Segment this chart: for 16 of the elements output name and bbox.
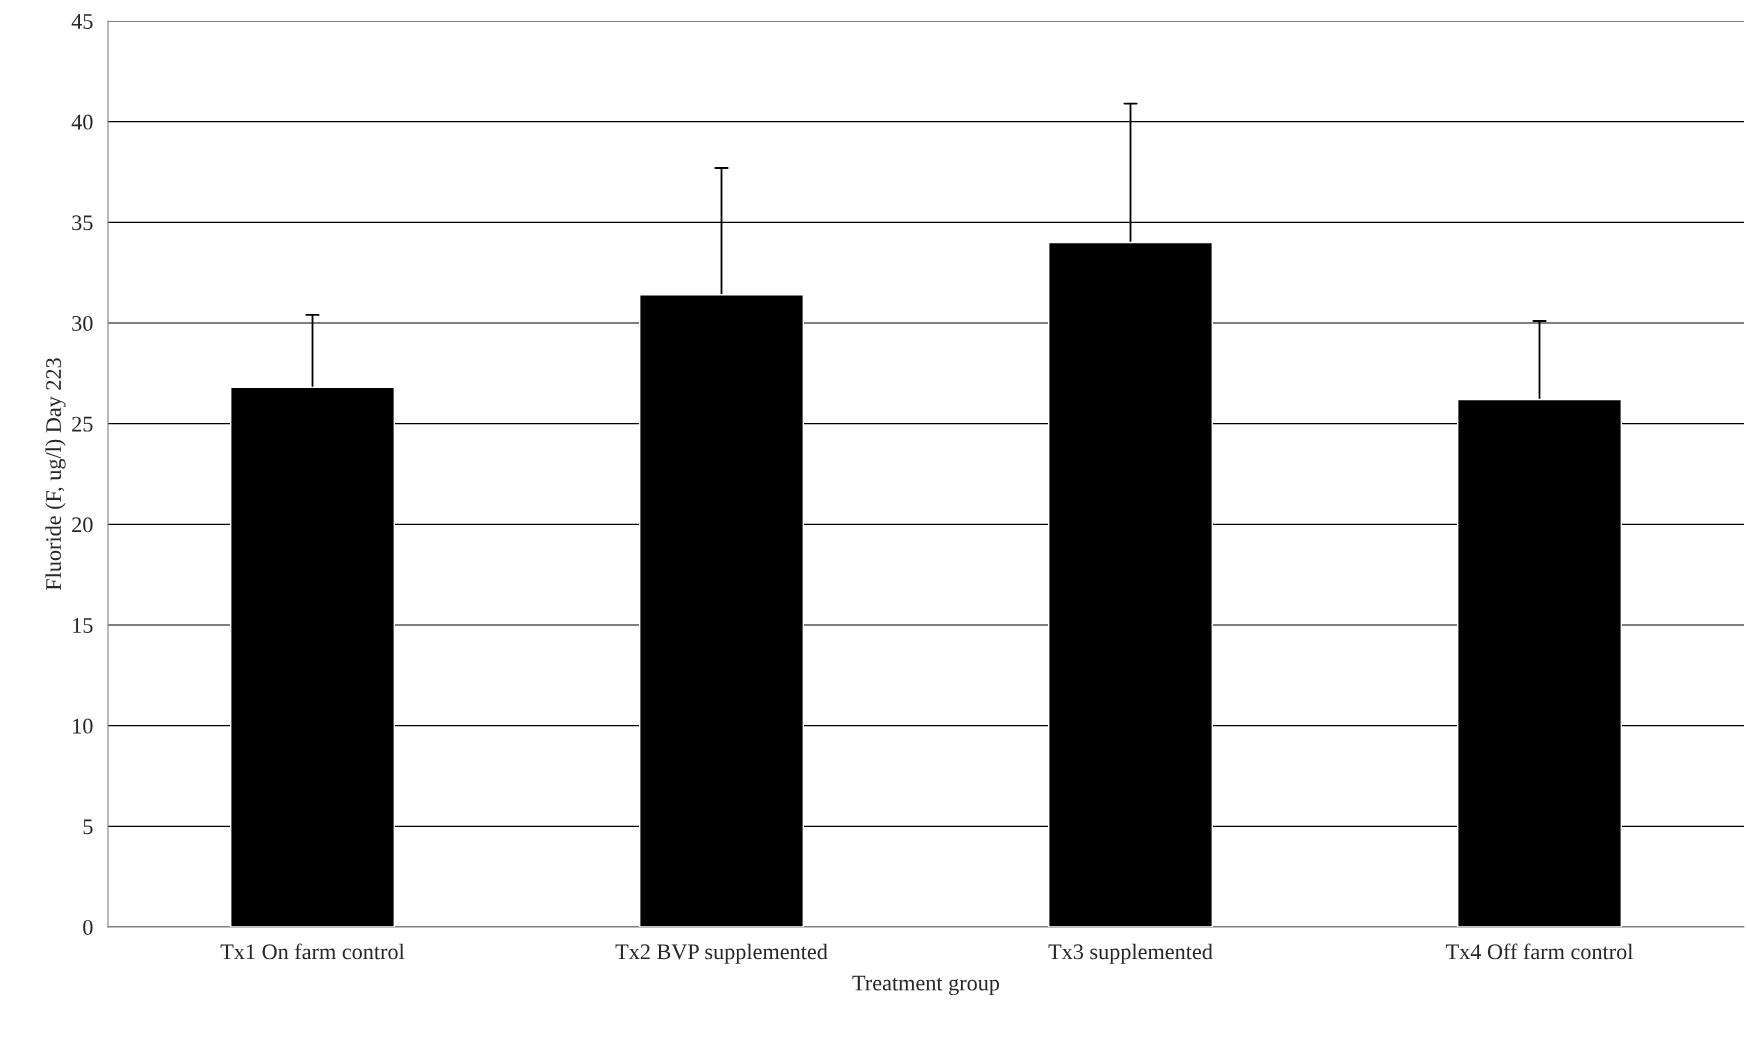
x-tick-label: Tx4 Off farm control	[1446, 943, 1633, 960]
x-tick-label: Tx1 On farm control	[220, 943, 405, 960]
y-tick-label: 0	[83, 919, 93, 935]
x-tick-label: Tx2 BVP supplemented	[615, 943, 828, 964]
y-tick-label: 45	[71, 14, 93, 29]
y-tick-label: 15	[73, 618, 93, 633]
y-axis-title: Fluoride (F, ug/l) Day 223	[45, 358, 66, 591]
x-axis-title: Treatment group	[852, 975, 1000, 996]
x-tick-label: Tx3 supplemented	[1048, 943, 1213, 964]
y-tick-label: 30	[72, 315, 93, 331]
y-tick-label: 20	[72, 517, 93, 533]
y-tick-label: 40	[71, 114, 93, 130]
y-tick-label: 10	[73, 718, 93, 734]
y-tick-label: 35	[72, 215, 93, 231]
y-tick-label: 5	[83, 819, 93, 835]
y-tick-label: 25	[72, 416, 93, 432]
